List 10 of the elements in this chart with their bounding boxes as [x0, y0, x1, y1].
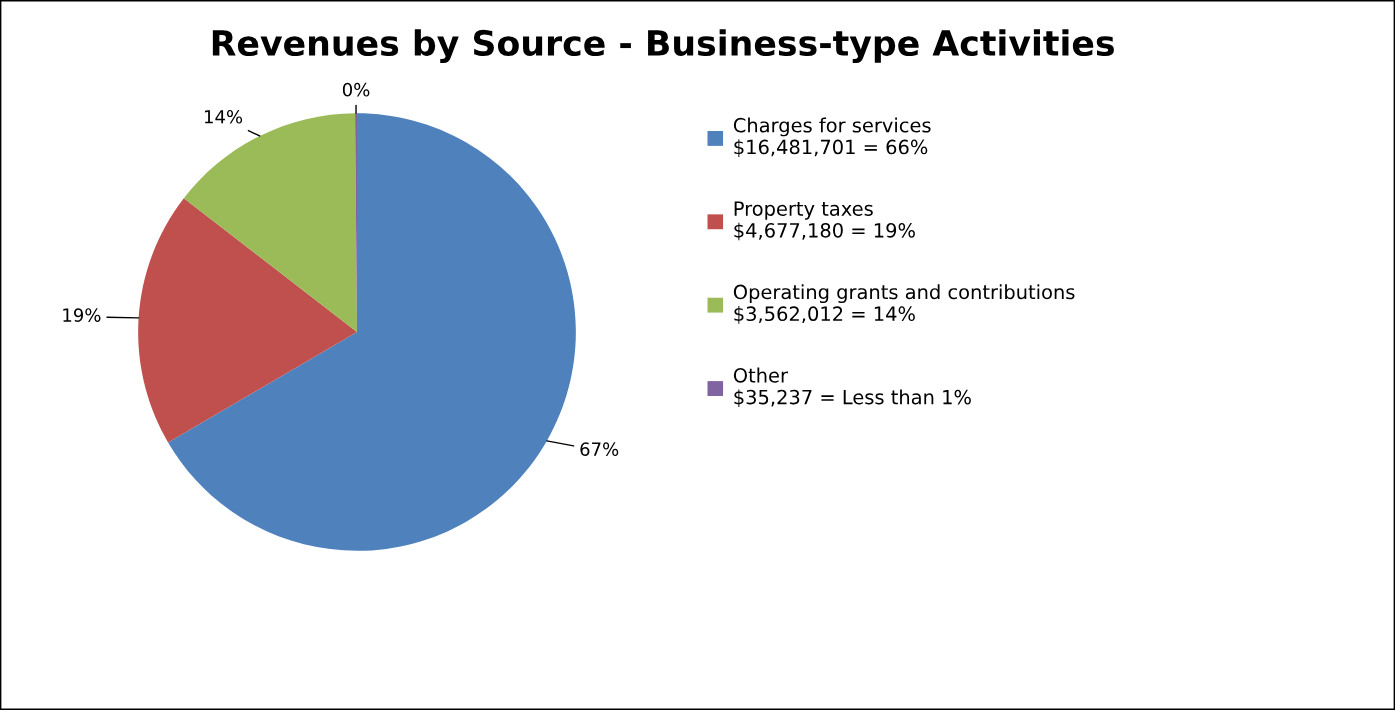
- data-label: 67%: [580, 442, 619, 456]
- pie-slice: [138, 198, 357, 443]
- legend-label: Other $35,237 = Less than 1%: [733, 367, 971, 408]
- legend-label: Property taxes $4,677,180 = 19%: [734, 201, 915, 241]
- chart-title: Revenues by Source - Business-type Activities: [212, 29, 1114, 64]
- legend-label: Charges for services $16,481,701 = 66%: [733, 117, 931, 157]
- data-label: 0%: [342, 82, 370, 97]
- data-label: 19%: [63, 308, 101, 322]
- data-label: 14%: [204, 109, 243, 124]
- legend-label: Operating grants and contributions $3,562,012 = 14%: [733, 284, 1075, 324]
